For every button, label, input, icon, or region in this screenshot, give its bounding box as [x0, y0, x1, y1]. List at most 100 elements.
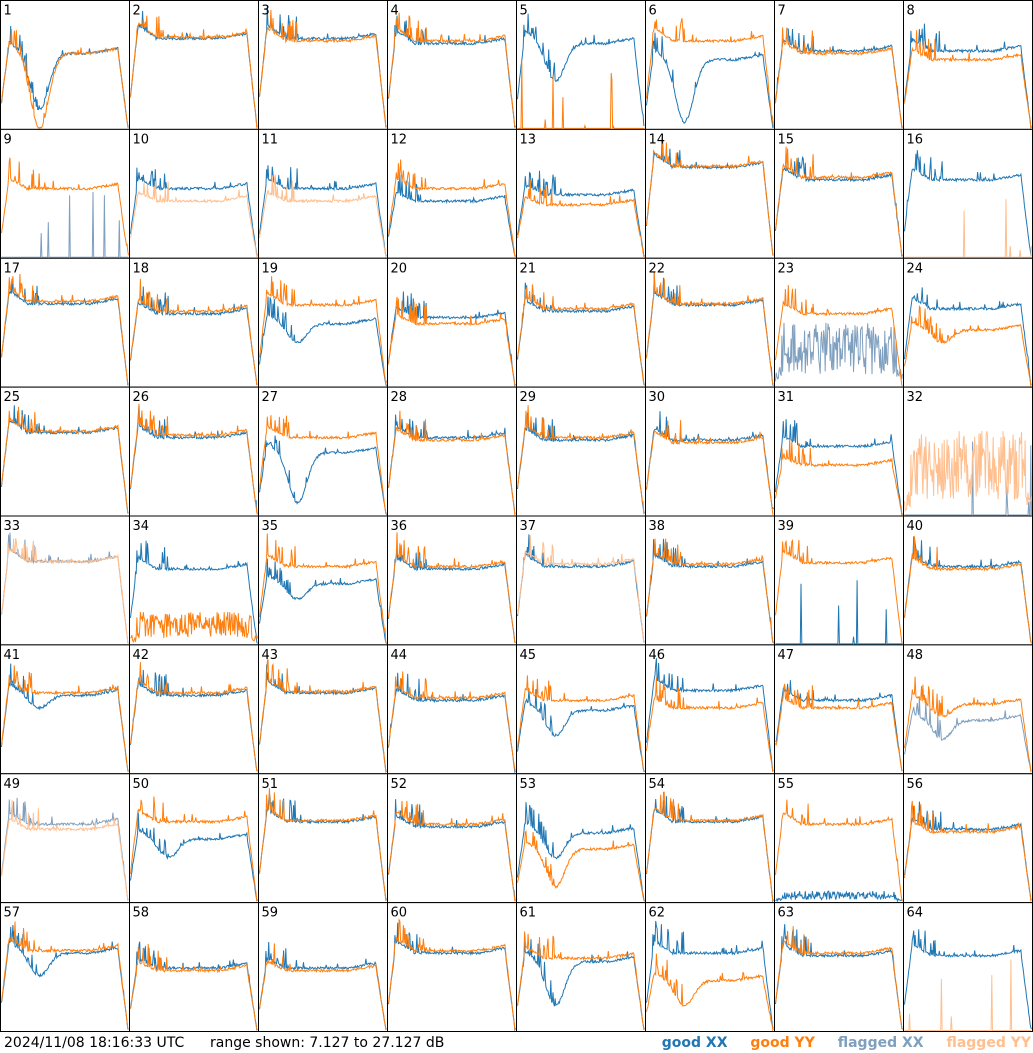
- series-xx-panel-59: [259, 941, 387, 1030]
- panel-label: 19: [262, 261, 279, 276]
- panel-30: 30: [645, 386, 775, 517]
- series-yy-panel-27: [259, 415, 387, 514]
- series-yy-panel-61: [517, 931, 645, 1031]
- panel-label: 20: [391, 261, 408, 276]
- panel-label: 29: [520, 390, 537, 405]
- panel-37: 37: [516, 515, 646, 646]
- panel-56: 56: [903, 773, 1033, 904]
- panel-label: 58: [133, 906, 150, 921]
- panel-frame: [903, 128, 1033, 259]
- series-xx-panel-37: [517, 534, 645, 643]
- panel-label: 24: [907, 261, 924, 276]
- panel-5: 5: [516, 0, 646, 130]
- legend-flagged-yy: flagged YY: [946, 1035, 1031, 1051]
- panel-frame: [0, 0, 130, 130]
- panel-label: 45: [520, 648, 537, 663]
- panel-10: 10: [129, 128, 259, 259]
- series-yy-panel-10: [130, 180, 258, 259]
- panel-51: 51: [258, 773, 388, 904]
- panel-frame: [645, 386, 775, 517]
- panel-frame: [129, 386, 259, 517]
- series-yy-panel-3: [259, 9, 387, 129]
- series-yy-panel-64: [904, 959, 1032, 1031]
- panel-6: 6: [645, 0, 775, 130]
- series-yy-panel-55: [775, 799, 903, 902]
- panel-frame: [516, 902, 646, 1032]
- panel-frame: [258, 644, 388, 775]
- series-yy-panel-46: [646, 677, 774, 773]
- panel-frame: [0, 644, 130, 775]
- series-yy-panel-9: [1, 157, 129, 256]
- series-xx-panel-32: [904, 441, 1032, 516]
- panel-label: 2: [133, 4, 141, 19]
- series-xx-panel-29: [517, 412, 645, 514]
- panel-frame: [129, 128, 259, 259]
- panel-28: 28: [387, 386, 517, 517]
- panel-label: 8: [907, 4, 915, 19]
- panel-label: 46: [649, 648, 666, 663]
- panel-63: 63: [774, 902, 904, 1032]
- panel-48: 48: [903, 644, 1033, 775]
- panel-label: 5: [520, 4, 528, 19]
- panel-frame: [387, 515, 517, 646]
- series-xx-panel-24: [904, 287, 1032, 386]
- panel-label: 23: [778, 261, 795, 276]
- panel-label: 61: [520, 906, 537, 921]
- series-yy-panel-12: [388, 159, 516, 258]
- series-xx-panel-34: [130, 540, 258, 644]
- series-xx-panel-39: [775, 580, 903, 645]
- panel-52: 52: [387, 773, 517, 904]
- panel-frame: [516, 386, 646, 517]
- series-xx-panel-12: [388, 174, 516, 257]
- panel-frame: [387, 644, 517, 775]
- series-yy-panel-36: [388, 532, 516, 643]
- panel-frame: [645, 0, 775, 130]
- series-xx-panel-8: [904, 23, 1032, 130]
- panel-label: 42: [133, 648, 150, 663]
- panel-12: 12: [387, 128, 517, 259]
- series-yy-panel-58: [130, 943, 258, 1031]
- series-yy-panel-19: [259, 276, 387, 385]
- footer: 2024/11/08 18:16:33 UTC range shown: 7.1…: [0, 1033, 1033, 1053]
- series-xx-panel-53: [517, 802, 645, 902]
- panel-frame: [774, 773, 904, 904]
- series-yy-panel-4: [388, 12, 516, 127]
- panel-11: 11: [258, 128, 388, 259]
- legend-good-xx: good XX: [661, 1035, 728, 1051]
- series-yy-panel-6: [646, 18, 774, 128]
- series-xx-panel-9: [1, 191, 129, 258]
- panel-44: 44: [387, 644, 517, 775]
- panel-frame: [774, 0, 904, 130]
- series-yy-panel-35: [259, 533, 387, 644]
- series-yy-panel-45: [517, 675, 645, 773]
- panel-frame: [903, 773, 1033, 904]
- series-yy-panel-5: [517, 62, 645, 129]
- panel-label: 22: [649, 261, 666, 276]
- panel-19: 19: [258, 257, 388, 388]
- series-yy-panel-33: [1, 538, 129, 643]
- panel-40: 40: [903, 515, 1033, 646]
- panel-label: 33: [4, 519, 21, 534]
- series-xx-panel-45: [517, 689, 645, 773]
- panel-46: 46: [645, 644, 775, 775]
- series-xx-panel-5: [517, 13, 645, 127]
- panel-frame: [903, 902, 1033, 1032]
- panel-label: 9: [4, 132, 12, 147]
- panel-frame: [0, 902, 130, 1032]
- panel-label: 39: [778, 519, 795, 534]
- panel-label: 7: [778, 4, 786, 19]
- series-yy-panel-8: [904, 30, 1032, 130]
- series-yy-panel-16: [904, 199, 1032, 258]
- series-yy-panel-23: [775, 284, 903, 387]
- panel-32: 32: [903, 386, 1033, 517]
- panel-label: 43: [262, 648, 279, 663]
- series-yy-panel-52: [388, 800, 516, 902]
- panel-label: 12: [391, 132, 408, 147]
- series-yy-panel-39: [775, 539, 903, 644]
- panel-21: 21: [516, 257, 646, 388]
- panel-47: 47: [774, 644, 904, 775]
- panel-25: 25: [0, 386, 130, 517]
- panel-7: 7: [774, 0, 904, 130]
- panel-3: 3: [258, 0, 388, 130]
